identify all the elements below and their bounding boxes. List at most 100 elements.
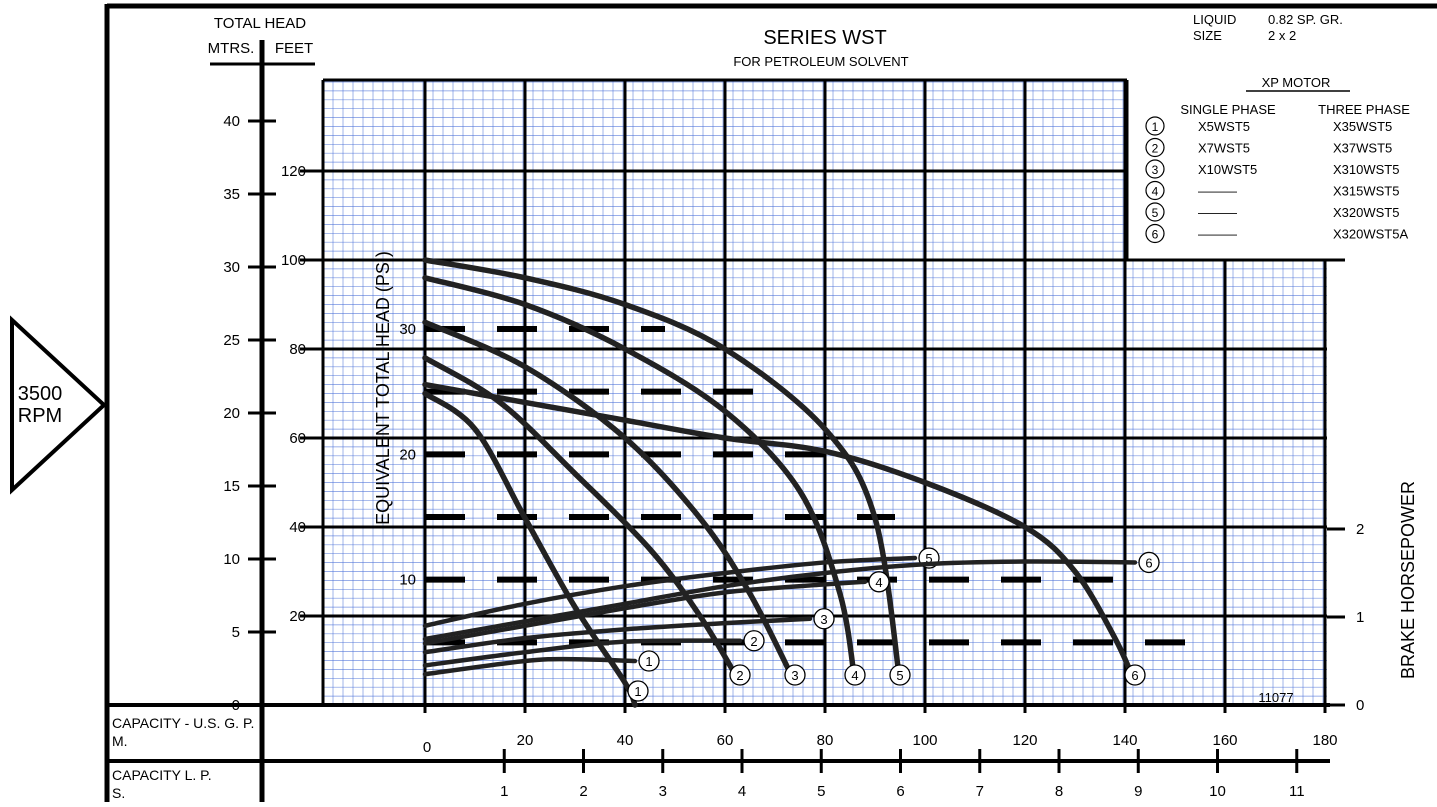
meters-label: MTRS. xyxy=(208,40,255,57)
feet-tick-label: 60 xyxy=(289,430,306,447)
rpm-triangle xyxy=(10,315,107,495)
rpm-unit: RPM xyxy=(18,405,62,427)
bhp-curve-2 xyxy=(422,638,743,668)
motor-row-number-circle xyxy=(1145,180,1165,201)
liquid-label: LIQUID xyxy=(1193,12,1236,27)
liquid-value: 0.82 SP. GR. xyxy=(1268,12,1343,27)
gpm-label-box: CAPACITY - U.S. G. P. M. xyxy=(112,714,260,750)
lps-label: CAPACITY L. P. S. xyxy=(112,767,212,801)
lps-tick-label: 6 xyxy=(896,783,904,800)
head-curve-end-marker-label: 2 xyxy=(736,668,743,683)
motor-col-three: THREE PHASE xyxy=(1318,102,1410,117)
lps-tick-label: 2 xyxy=(579,783,587,800)
motor-row-number: 6 xyxy=(1152,228,1159,242)
motor-row-number: 1 xyxy=(1152,120,1159,134)
head-curve-end-marker-circle xyxy=(889,664,911,686)
motor-row-single: X10WST5 xyxy=(1198,162,1257,177)
bhp-curve-end-marker-circle xyxy=(1138,551,1160,574)
bhp-curve-end-marker-circle xyxy=(813,608,835,630)
rpm-value: 3500 xyxy=(18,383,63,405)
motor-row-three: X35WST5 xyxy=(1333,119,1392,134)
bhp-tick-label: 2 xyxy=(1356,521,1364,538)
lps-tick-label: 7 xyxy=(976,783,984,800)
motor-col-single: SINGLE PHASE xyxy=(1180,102,1276,117)
lps-tick-label: 4 xyxy=(738,783,746,800)
head-curve-end-marker-circle xyxy=(729,664,751,686)
meter-tick-label: 25 xyxy=(223,332,240,349)
head-curve-end-marker-circle xyxy=(784,664,806,686)
gpm-tick-label: 180 xyxy=(1312,732,1337,749)
head-curve-end-marker-label: 1 xyxy=(634,684,641,699)
motor-row-three: X315WST5 xyxy=(1333,184,1399,199)
feet-tick-label: 80 xyxy=(289,341,306,358)
head-curve-6 xyxy=(422,381,1138,686)
gpm-tick-label: 60 xyxy=(717,732,734,749)
psi-tick-label: 20 xyxy=(399,446,416,463)
motor-row-three: X320WST5 xyxy=(1333,205,1399,220)
bhp-curve-end-marker-circle xyxy=(638,650,660,672)
psi-tick-label: 10 xyxy=(399,572,416,589)
head-curve-end-marker-circle xyxy=(1124,664,1146,686)
gpm-tick-label: 100 xyxy=(912,732,937,749)
head-curve-end-marker-label: 3 xyxy=(791,668,798,683)
motor-row-number: 3 xyxy=(1152,163,1159,177)
bhp-curve-end-marker-circle xyxy=(743,630,765,652)
gpm-tick-label: 160 xyxy=(1212,732,1237,749)
feet-tick-label: 100 xyxy=(281,252,306,269)
head-curve-3 xyxy=(422,319,798,686)
motor-row-number: 4 xyxy=(1152,185,1159,199)
bhp-curve-1 xyxy=(422,656,638,677)
motor-table-header: XP MOTOR xyxy=(1262,75,1331,90)
meter-tick-label: 30 xyxy=(223,259,240,276)
gpm-tick-label: 0 xyxy=(423,739,431,756)
head-curve-end-marker-label: 5 xyxy=(896,668,903,683)
motor-row-number: 5 xyxy=(1152,206,1159,220)
label-layer: 3500 RPM SERIES WST FOR PETROLEUM SOLVEN… xyxy=(18,12,1418,705)
bhp-axis-title: BRAKE HORSEPOWER xyxy=(1398,481,1418,679)
motor-row-three: X37WST5 xyxy=(1333,141,1392,156)
gpm-label: CAPACITY - U.S. G. P. M. xyxy=(112,715,255,749)
motor-row-single: ——— xyxy=(1198,227,1237,242)
motor-row-number-circle xyxy=(1145,116,1165,136)
motor-row-number-circle xyxy=(1145,137,1165,158)
bhp-curve-end-marker-circle xyxy=(868,571,890,593)
meter-tick-label: 20 xyxy=(223,405,240,422)
bhp-tick-label: 0 xyxy=(1356,697,1364,714)
lps-tick-label: 11 xyxy=(1289,783,1305,800)
lps-tick-label: 9 xyxy=(1134,783,1142,800)
bhp-curve-end-marker-label: 2 xyxy=(750,634,757,649)
head-curve-end-marker-circle xyxy=(844,664,866,686)
size-value: 2 x 2 xyxy=(1268,28,1296,43)
meter-tick-label: 40 xyxy=(223,113,240,130)
meter-tick-label: 10 xyxy=(223,551,240,568)
motor-row-single: X5WST5 xyxy=(1198,119,1250,134)
motor-row-single: ——— xyxy=(1198,205,1237,220)
size-label: SIZE xyxy=(1193,28,1222,43)
gpm-tick-label: 20 xyxy=(517,732,534,749)
lps-label-box: CAPACITY L. P. S. xyxy=(112,766,222,802)
motor-row-single: X7WST5 xyxy=(1198,141,1250,156)
head-curve-end-marker-label: 6 xyxy=(1131,668,1138,683)
bhp-curve-end-marker-label: 4 xyxy=(875,575,882,590)
gpm-tick-label: 120 xyxy=(1012,732,1037,749)
bhp-curve-end-marker-label: 1 xyxy=(645,654,652,669)
motor-table-rows: 1 X5WST5 X35WST5 2 X7WST5 X37WST5 3 X10WST5 X310… xyxy=(1145,116,1408,244)
feet-tick-label: 20 xyxy=(289,608,306,625)
head-curve-4 xyxy=(422,275,858,686)
lps-tick-label: 5 xyxy=(817,783,825,800)
feet-tick-label: 40 xyxy=(289,519,306,536)
curve-layer: 1 2 3 4 5 6 1 2 3 4 5 6 xyxy=(422,257,1195,708)
lps-tick-label: 10 xyxy=(1209,783,1226,800)
meter-tick-label: 15 xyxy=(223,478,240,495)
head-curve-end-marker-circle xyxy=(627,680,649,702)
feet-label: FEET xyxy=(275,40,313,57)
motor-row-number-circle xyxy=(1145,159,1165,179)
head-curve-1 xyxy=(422,390,638,708)
psi-axis-title: EQUIVALENT TOTAL HEAD (PSI) xyxy=(373,251,393,525)
gpm-tick-label: 40 xyxy=(617,732,634,749)
lps-tick-label: 3 xyxy=(659,783,667,800)
bhp-curve-3 xyxy=(422,616,813,655)
